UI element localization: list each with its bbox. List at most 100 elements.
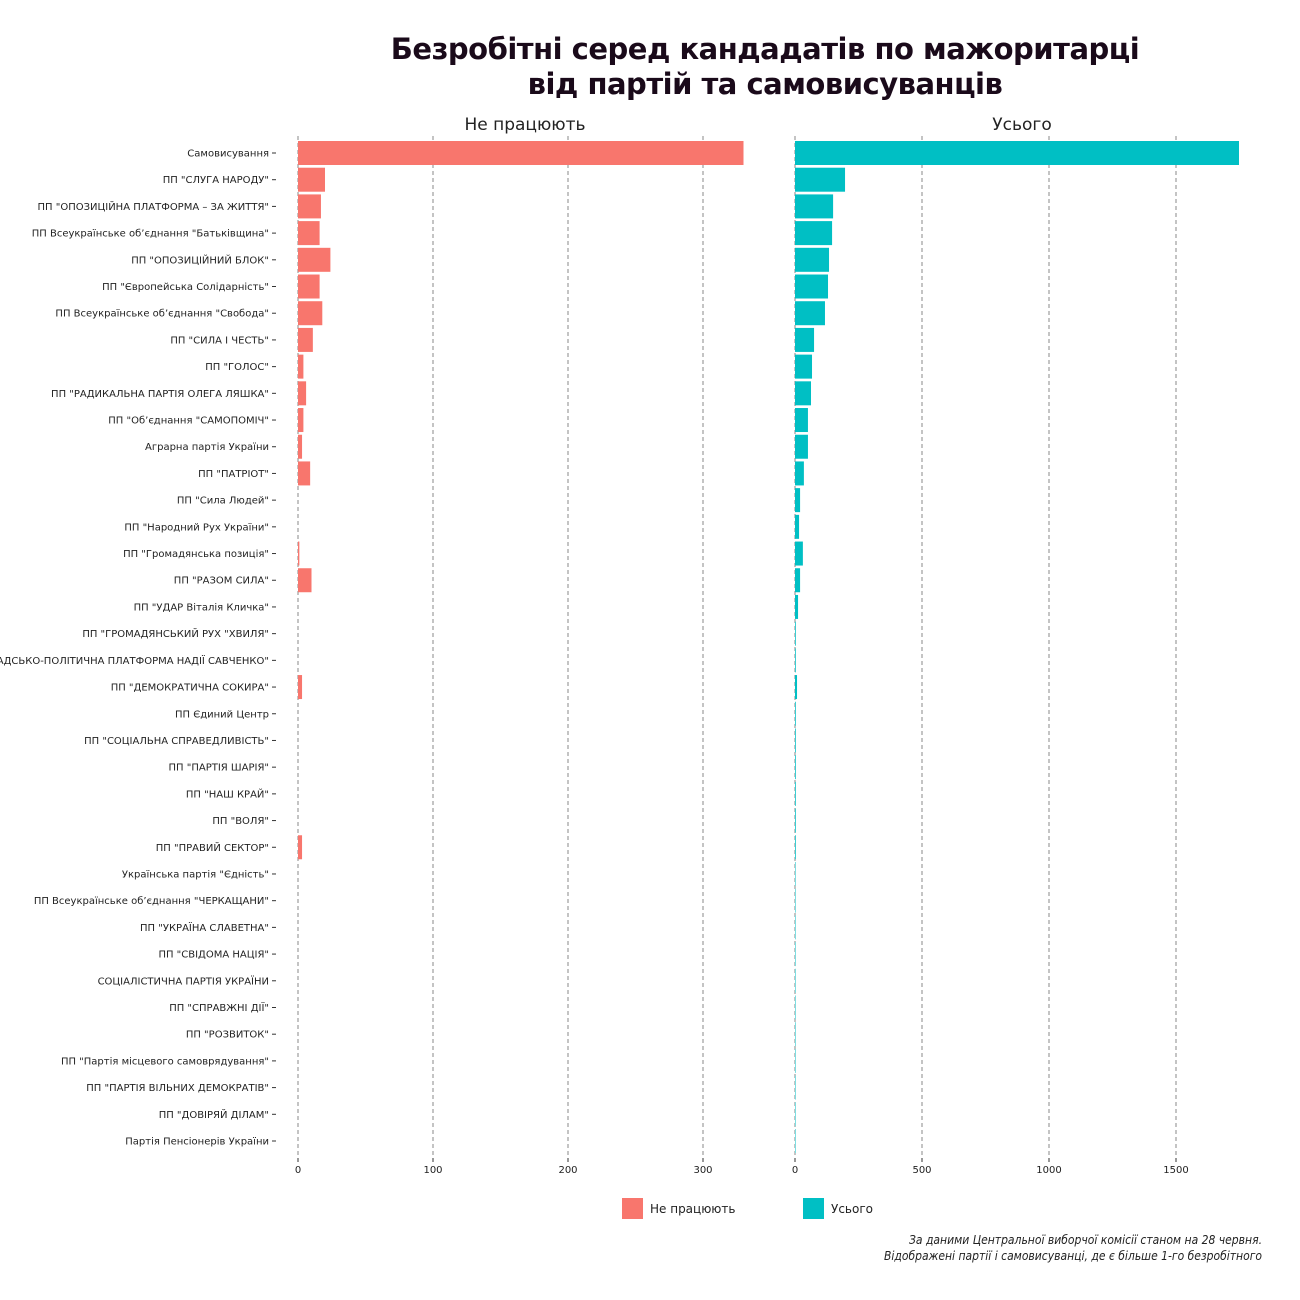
x-tick-label: 500 [912,1165,931,1176]
bar [795,167,846,192]
title-line-2: від партій та самовисуванців [527,67,1003,101]
bar [298,408,304,433]
bar [795,861,796,886]
bar [795,621,796,646]
bar [795,755,796,780]
bar [795,301,825,326]
category-label: ПП Єдиний Центр [175,709,269,720]
category-label: ПП "ПАТРІОТ" [198,469,269,480]
bar [795,835,796,860]
bar [298,167,325,192]
category-label: ПП "СВІДОМА НАЦІЯ" [158,950,269,961]
category-label: ПП "Партія місцевого самоврядування" [61,1055,269,1067]
bar [298,541,300,566]
category-label: ПП Всеукраїнське об’єднання "Свобода" [55,309,269,320]
category-label: ПП "ОПОЗИЦІЙНИЙ БЛОК" [131,253,269,266]
caption-line-2: Відображені партії і самовисуванці, де є… [884,1249,1262,1263]
bar [795,488,801,513]
bar [795,247,830,272]
category-label: ПП "УДАР Віталія Кличка" [134,601,269,613]
x-tick-label: 1500 [1163,1165,1188,1176]
bar [795,915,796,940]
category-label: ПП "СПРАВЖНІ ДІЇ" [169,1001,269,1014]
bar [795,568,801,593]
bar [298,835,303,860]
bar [795,541,803,566]
caption-line-1: За даними Центральної виборчої комісії с… [908,1233,1262,1247]
bar [795,1102,796,1127]
bar [795,968,796,993]
bar [795,408,808,433]
bar [795,274,829,299]
bar [298,274,320,299]
x-tick-label: 100 [423,1165,442,1176]
bar [795,461,804,486]
bar [298,675,303,700]
facet-title: Не працюють [464,115,585,135]
category-label: ПП "Народний Рух України" [124,522,269,533]
bar [795,808,796,833]
bar [795,327,815,352]
bar [795,194,834,219]
chart-title: Безробітні серед кандадатів по мажоритар… [300,32,1230,102]
category-label: Українська партія "Єдність" [122,868,269,880]
category-label: ПП "РАДИКАЛЬНА ПАРТІЯ ОЛЕГА ЛЯШКА" [51,389,269,400]
category-label: ПП "ПАРТІЯ ВІЛЬНИХ ДЕМОКРАТІВ" [86,1083,269,1094]
bar [795,728,796,753]
category-label: ПП Всеукраїнське об’єднання "ЧЕРКАЩАНИ" [34,896,269,907]
category-label: ПП Всеукраїнське об’єднання "Батьківщина… [32,228,269,240]
bar [298,247,331,272]
category-label: Самовисування [187,149,269,160]
bar [298,221,320,246]
bar [298,381,307,406]
legend-label: Не працюють [650,1202,735,1216]
bar [795,221,833,246]
category-label: Аграрна партія України [145,441,269,453]
facet-title: Усього [992,115,1051,135]
bar [795,675,798,700]
bar [298,301,323,326]
legend-label: Усього [831,1202,873,1216]
category-label: ПП "РОЗВИТОК" [186,1030,269,1041]
bar [298,327,313,352]
bar [795,354,813,379]
bar [298,141,744,165]
bar [795,781,796,806]
category-label: ПП "НАШ КРАЙ" [186,787,269,800]
legend-swatch [803,1198,824,1219]
category-label: ПП "Європейська Солідарність" [102,281,269,293]
x-tick-label: 0 [792,1165,798,1176]
bar [298,461,311,486]
bar [795,514,800,539]
category-label: ПП "РАЗОМ СИЛА" [174,576,269,587]
caption: За даними Центральної виборчої комісії с… [884,1232,1262,1264]
x-tick-label: 200 [558,1165,577,1176]
bar [795,888,796,913]
category-label: ПП "Громадянська позиція" [123,548,269,560]
category-label: ПП "УКРАЇНА СЛАВЕТНА" [140,921,269,934]
category-label: ПП "ОПОЗИЦІЙНА ПЛАТФОРМА – ЗА ЖИТТЯ" [38,200,269,213]
category-label: ПП "ГОЛОС" [205,362,269,373]
bar [795,1075,796,1100]
category-label: СОЦІАЛІСТИЧНА ПАРТІЯ УКРАЇНИ [98,974,269,987]
x-tick-label: 0 [295,1165,301,1176]
category-label: ПП "ДОВІРЯЙ ДІЛАМ" [159,1108,269,1121]
category-label: Партія Пенсіонерів України [125,1136,269,1148]
category-label: ПП "ГРОМАДСЬКО-ПОЛІТИЧНА ПЛАТФОРМА НАДІЇ… [0,654,269,667]
bar [795,942,796,967]
category-label: ПП "Сила Людей" [177,496,269,507]
bar [795,1022,796,1047]
category-label: ПП "СЛУГА НАРОДУ" [163,175,269,186]
bar [795,381,812,406]
category-label: ПП "ПАРТІЯ ШАРІЯ" [169,763,269,774]
bar [795,701,796,726]
category-label: ПП "ПРАВИЙ СЕКТОР" [156,841,269,854]
bar [795,648,796,673]
category-label: ПП "ВОЛЯ" [212,816,269,827]
category-label: ПП "СИЛА І ЧЕСТЬ" [170,335,269,346]
x-tick-label: 1000 [1036,1165,1061,1176]
x-tick-label: 300 [693,1165,712,1176]
legend-swatch [622,1198,643,1219]
bar [298,354,304,379]
